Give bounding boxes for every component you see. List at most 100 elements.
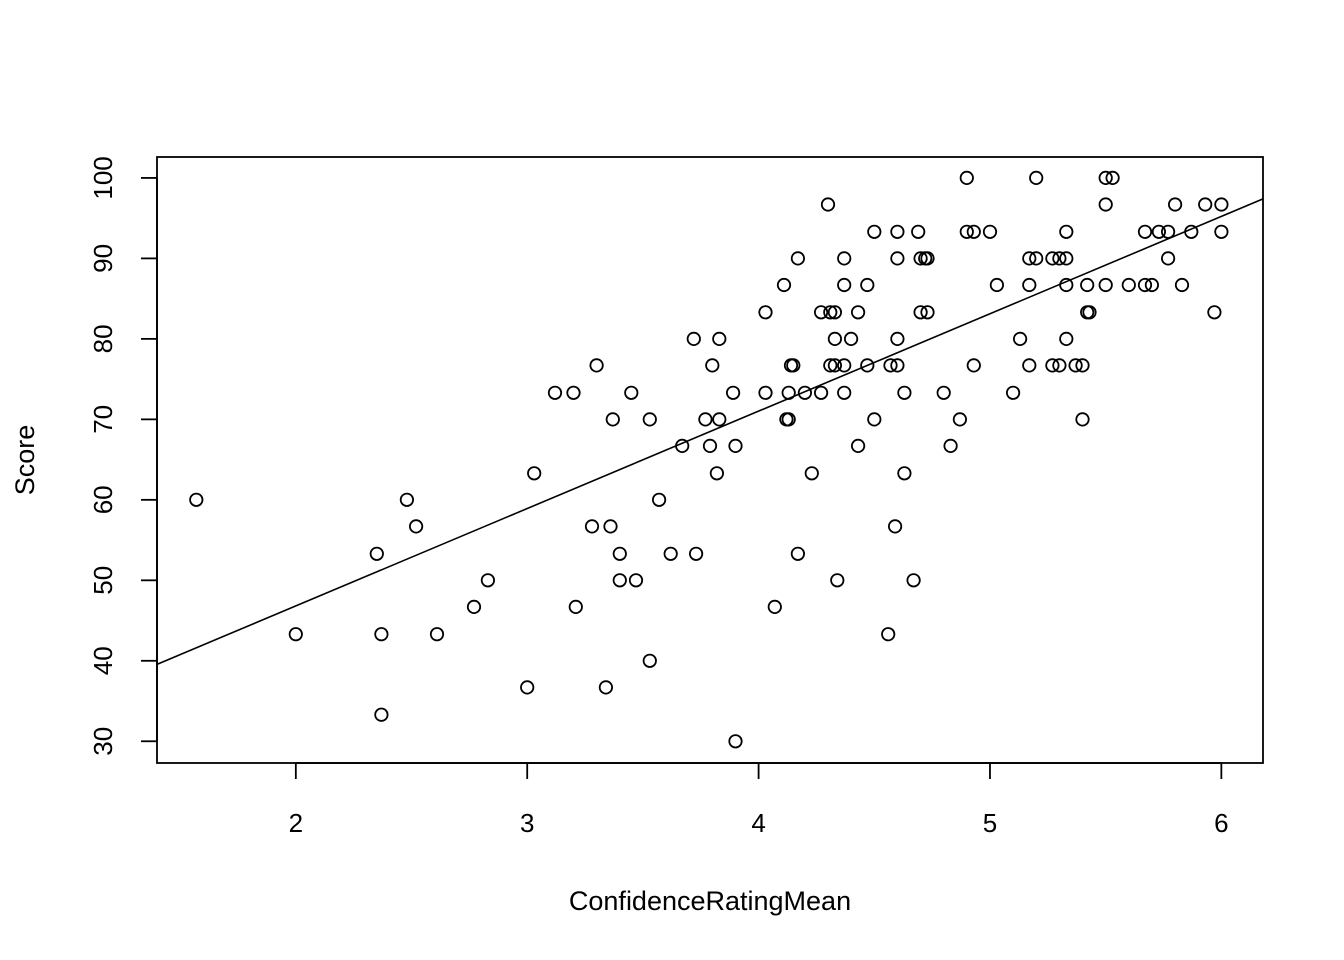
data-point [989,277,1005,293]
y-axis: 30 40 50 60 70 80 90 100 [88,156,158,756]
data-point [374,707,389,722]
data-point [820,197,836,212]
data-point [698,412,713,427]
data-point [1012,331,1028,346]
data-point [1005,385,1021,400]
x-axis-title: ConfidenceRatingMean [569,886,851,916]
data-point [642,412,657,427]
data-point [1174,277,1190,293]
data-point [936,385,951,400]
data-point [1022,251,1037,266]
data-point [1059,251,1074,266]
data-point [566,385,581,400]
data-point [982,224,998,239]
data-point [1214,224,1229,239]
data-point [890,331,905,346]
x-tick-label: 4 [751,808,765,838]
y-axis-title: Score [10,425,40,496]
data-point [1161,251,1176,266]
data-point [860,358,875,373]
data-point [598,680,614,695]
data-point [850,305,866,320]
data-point [568,599,583,615]
data-point [813,305,829,320]
data-point [1082,305,1097,320]
y-tick-label: 80 [88,324,118,353]
data-point [1022,277,1037,293]
data-point [781,412,796,427]
data-point [480,573,495,588]
data-point [702,438,718,453]
data-point [288,627,303,642]
data-point [1059,224,1074,239]
data-point [1052,358,1067,373]
data-point [1052,251,1067,266]
x-tick-label: 6 [1214,808,1228,838]
data-point [1105,170,1120,185]
data-point [1068,358,1083,373]
data-points [189,170,1229,749]
data-point [913,251,928,266]
data-point [897,385,912,400]
data-point [890,224,905,239]
data-point [758,385,773,400]
data-point [547,385,563,400]
plot-frame [156,156,1264,764]
data-point [612,546,627,561]
data-point [369,546,384,561]
data-point [952,412,968,427]
data-point [705,358,720,373]
data-point [374,627,389,642]
data-point [712,412,727,427]
data-point [827,331,843,346]
y-tick-label: 90 [88,244,118,273]
data-point [959,224,974,239]
data-point [605,412,620,427]
data-point [920,305,935,320]
data-point [827,358,843,373]
data-point [850,438,866,453]
data-point [603,519,618,534]
data-point [612,573,627,588]
data-point [624,385,639,400]
data-point [943,438,958,453]
data-point [911,224,926,239]
data-point [1198,197,1213,212]
data-point [758,305,773,320]
data-point [883,358,898,373]
data-point [686,331,701,346]
data-point [1029,251,1044,266]
data-point [1168,197,1183,212]
data-point [709,466,725,481]
data-point [797,385,813,400]
data-point [1151,224,1167,239]
data-point [527,466,542,481]
data-point [767,599,782,615]
data-point [881,627,896,642]
data-point [843,331,859,346]
data-point [920,251,935,266]
data-point [1214,197,1229,212]
data-point [1022,358,1037,373]
data-point [837,277,852,293]
data-point [827,305,843,320]
data-point [790,251,806,266]
data-point [1137,277,1153,293]
data-point [837,251,852,266]
data-point [860,277,875,293]
data-point [837,358,852,373]
data-point [887,519,903,534]
data-point [897,466,912,481]
data-point [890,358,905,373]
data-point [589,358,604,373]
regression-line [156,198,1264,666]
data-point [725,385,741,400]
x-tick-label: 2 [289,808,303,838]
y-tick-label: 30 [88,727,118,756]
data-point [466,599,482,615]
data-point [1075,412,1090,427]
data-point [966,358,981,373]
data-point [804,466,819,481]
data-point [520,680,535,695]
